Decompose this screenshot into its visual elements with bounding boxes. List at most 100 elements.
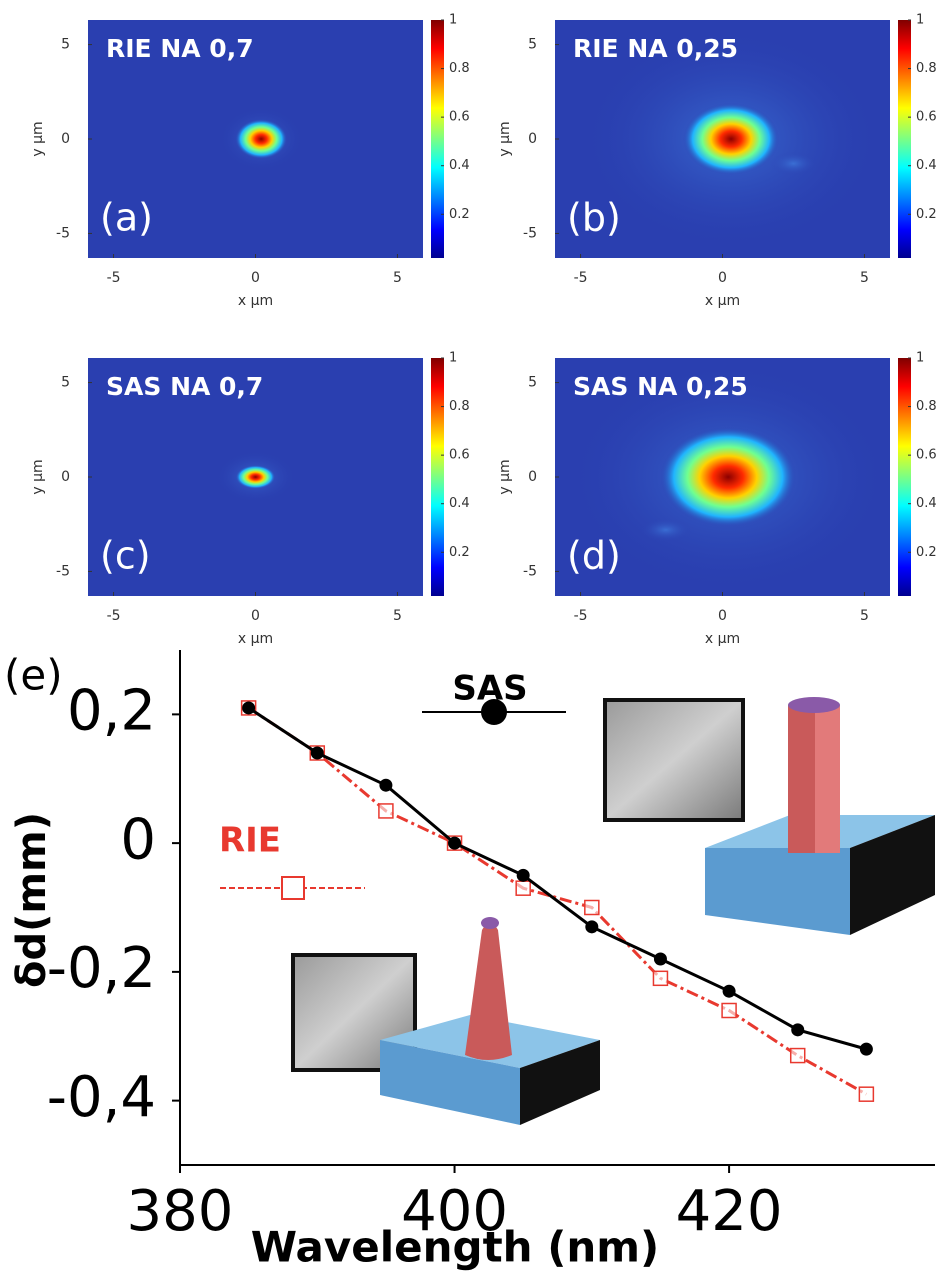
y-tick-label: 0 bbox=[61, 131, 70, 147]
colorbar-tick-label: 0.4 bbox=[449, 158, 470, 173]
marker bbox=[791, 1023, 805, 1037]
colorbar-tick-label: 0.4 bbox=[916, 496, 937, 511]
x-axis-label: x μm bbox=[705, 631, 740, 647]
series-line bbox=[247, 706, 868, 1096]
x-tick-label: -5 bbox=[574, 270, 588, 286]
colorbar-tick-label: 1 bbox=[916, 351, 924, 366]
marker bbox=[585, 920, 599, 934]
y-tick-label: -5 bbox=[523, 225, 537, 241]
x-tick-label: -5 bbox=[107, 270, 121, 286]
marker bbox=[378, 803, 394, 819]
x-tick-label: 380 bbox=[127, 1179, 234, 1244]
intensity-spot bbox=[639, 517, 692, 542]
colorbar bbox=[898, 358, 911, 596]
inset-rie bbox=[291, 917, 600, 1125]
marker bbox=[789, 1047, 806, 1064]
intensity-spot bbox=[235, 119, 288, 159]
marker bbox=[242, 701, 256, 715]
y-tick-label: 0 bbox=[528, 131, 537, 147]
heatmap-title: RIE NA 0,7 bbox=[106, 34, 254, 63]
x-axis-label: x μm bbox=[238, 293, 273, 309]
colorbar bbox=[431, 20, 444, 258]
y-axis-label: y μm bbox=[497, 459, 513, 494]
intensity-spot bbox=[660, 427, 797, 527]
x-tick-label: 400 bbox=[401, 1179, 508, 1244]
x-axis-label: x μm bbox=[238, 631, 273, 647]
colorbar-tick-label: 0.8 bbox=[449, 61, 470, 76]
y-axis-label: y μm bbox=[30, 459, 46, 494]
y-axis-label: y μm bbox=[497, 121, 513, 156]
heatmap-title: RIE NA 0,25 bbox=[573, 34, 738, 63]
heatmap-title: SAS NA 0,7 bbox=[106, 372, 263, 401]
y-tick-label: 5 bbox=[61, 37, 70, 53]
panel-label: (c) bbox=[100, 534, 151, 578]
y-tick-label: -5 bbox=[56, 563, 70, 579]
marker bbox=[448, 836, 462, 850]
panel-label: (e) bbox=[4, 651, 63, 700]
colorbar-tick-label: 0.6 bbox=[449, 110, 470, 125]
colorbar-tick-label: 0.8 bbox=[916, 61, 937, 76]
inset-sas bbox=[603, 697, 935, 935]
y-tick-label: 0,2 bbox=[67, 679, 156, 744]
y-tick-label: -0,2 bbox=[47, 936, 156, 1001]
x-tick-label: -5 bbox=[107, 608, 121, 624]
x-tick-label: 5 bbox=[860, 608, 869, 624]
y-tick-label: 0 bbox=[528, 469, 537, 485]
y-tick-label: 5 bbox=[528, 375, 537, 391]
y-tick-label: -5 bbox=[523, 563, 537, 579]
colorbar-tick-label: 0.4 bbox=[449, 496, 470, 511]
colorbar-tick-label: 1 bbox=[916, 13, 924, 28]
x-tick-label: 0 bbox=[718, 608, 727, 624]
colorbar-tick-label: 0.2 bbox=[916, 207, 937, 222]
colorbar-tick-label: 0.6 bbox=[916, 448, 937, 463]
heatmap-title: SAS NA 0,25 bbox=[573, 372, 748, 401]
y-tick-label: -5 bbox=[56, 225, 70, 241]
marker bbox=[310, 746, 324, 760]
y-tick-label: 5 bbox=[61, 375, 70, 391]
intensity-spot bbox=[683, 103, 780, 175]
x-tick-label: 5 bbox=[860, 270, 869, 286]
marker bbox=[722, 984, 736, 998]
x-axis-label: x μm bbox=[705, 293, 740, 309]
x-axis-label: Wavelength (nm) bbox=[251, 1223, 660, 1272]
marker bbox=[515, 880, 531, 896]
x-tick-label: 5 bbox=[393, 608, 402, 624]
x-tick-label: 0 bbox=[718, 270, 727, 286]
marker bbox=[584, 899, 600, 916]
colorbar bbox=[431, 358, 444, 596]
marker bbox=[652, 970, 669, 987]
y-tick-label: 0 bbox=[61, 469, 70, 485]
x-tick-label: 420 bbox=[676, 1179, 783, 1244]
marker bbox=[858, 1086, 875, 1102]
marker bbox=[379, 778, 393, 792]
y-tick-label: -0,4 bbox=[47, 1065, 156, 1130]
legend-marker bbox=[481, 699, 507, 725]
y-tick-label: 5 bbox=[528, 37, 537, 53]
colorbar-tick-label: 0.2 bbox=[449, 207, 470, 222]
x-tick-label: -5 bbox=[574, 608, 588, 624]
legend-label: RIE bbox=[219, 821, 281, 861]
colorbar-tick-label: 0.8 bbox=[916, 399, 937, 414]
colorbar-tick-label: 0.6 bbox=[449, 448, 470, 463]
legend-marker bbox=[281, 876, 305, 900]
panel-label: (a) bbox=[100, 196, 153, 240]
marker bbox=[721, 1002, 737, 1019]
y-tick-label: 0 bbox=[120, 807, 156, 872]
colorbar-tick-label: 0.8 bbox=[449, 399, 470, 414]
colorbar bbox=[898, 20, 911, 258]
intensity-spot bbox=[769, 151, 818, 176]
panel-label: (b) bbox=[567, 196, 621, 240]
colorbar-tick-label: 0.4 bbox=[916, 158, 937, 173]
marker bbox=[859, 1042, 873, 1056]
intensity-spot bbox=[235, 465, 276, 489]
colorbar-tick-label: 1 bbox=[449, 13, 457, 28]
colorbar-tick-label: 0.2 bbox=[449, 545, 470, 560]
panel-label: (d) bbox=[567, 534, 621, 578]
y-axis-label: δd(mm) bbox=[9, 812, 55, 988]
x-tick-label: 0 bbox=[251, 270, 260, 286]
colorbar-tick-label: 0.6 bbox=[916, 110, 937, 125]
x-tick-label: 0 bbox=[251, 608, 260, 624]
series-line bbox=[247, 706, 867, 1051]
y-axis-label: y μm bbox=[30, 121, 46, 156]
